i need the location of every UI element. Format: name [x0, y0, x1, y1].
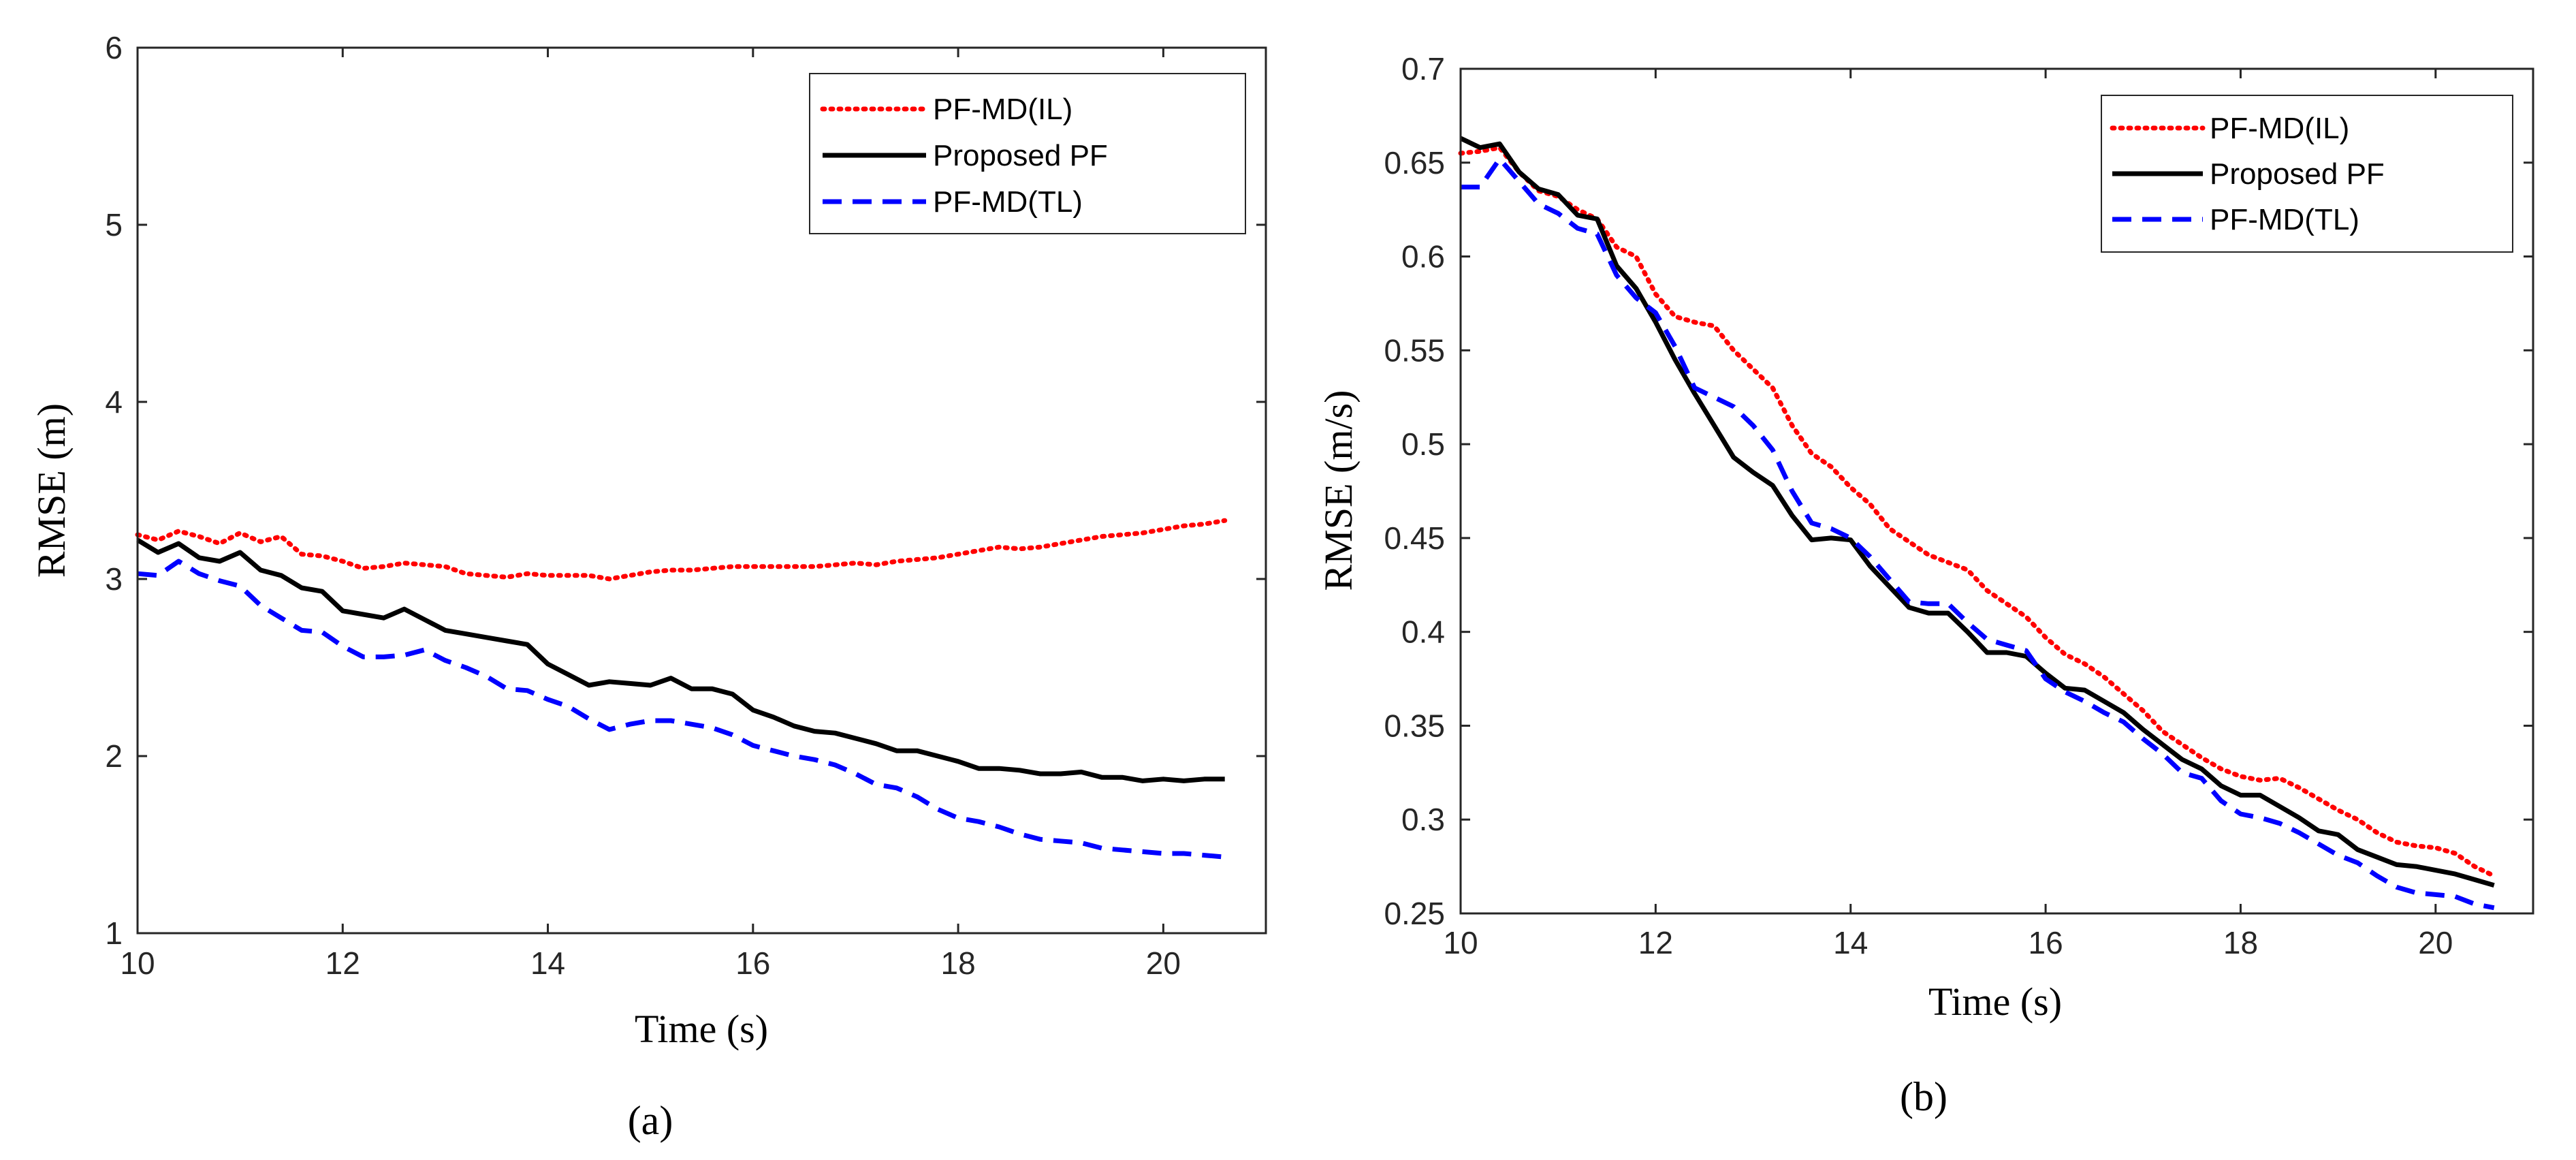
panel-b-y-tick-label: 0.45: [1384, 520, 1445, 556]
panel-b-x-tick-label: 20: [2418, 925, 2453, 960]
panel-a-legend: PF-MD(IL) Proposed PF PF-MD(TL): [809, 73, 1246, 234]
panel-b-x-tick-label: 16: [2029, 925, 2063, 960]
panel-a-y-axis-label: RMSE (m): [29, 403, 74, 578]
panel-a-x-tick-label: 18: [941, 945, 976, 981]
panel-b-series-proposed-pf-line: [1459, 136, 2495, 888]
panel-b-legend-label-tl: PF-MD(TL): [2210, 203, 2359, 236]
panel-a-y-tick-label: 6: [105, 30, 123, 65]
panel-b-y-tick-label: 0.35: [1384, 708, 1445, 743]
panel-b-y-tick-label: 0.6: [1401, 239, 1445, 275]
panel-a-x-tick-label: 12: [325, 945, 360, 981]
panel-b-y-tick-label: 0.55: [1384, 332, 1445, 368]
panel-a-x-tick-label: 20: [1146, 945, 1181, 981]
panel-b-y-tick-label: 0.4: [1401, 614, 1445, 650]
panel-a-y-tick-label: 2: [105, 738, 123, 774]
panel-a-x-tick-label: 16: [735, 945, 770, 981]
panel-a-series-pf-md-il-line: [135, 518, 1228, 582]
panel-a-legend-label-il: PF-MD(IL): [933, 93, 1072, 126]
panel-a-series-pf-md-tl-line: [137, 559, 1226, 860]
panel-a-y-tick-label: 5: [105, 207, 123, 242]
panel-b-y-tick-label: 0.7: [1401, 51, 1445, 87]
panel-a-plot-frame: [136, 46, 1267, 935]
panel-b-x-tick-label: 12: [1638, 925, 1673, 960]
panel-b-y-axis-label: RMSE (m/s): [1316, 390, 1361, 591]
panel-b-y-tick-label: 0.3: [1401, 802, 1445, 837]
panel-a-x-tick-label: 14: [530, 945, 565, 981]
panel-a-caption: (a): [628, 1098, 673, 1143]
panel-b-plot-frame: [1459, 67, 2534, 915]
panel-a-series-proposed-pf-line: [136, 537, 1225, 783]
panel-a-legend-label-tl: PF-MD(TL): [933, 185, 1083, 219]
panel-a-y-tick-label: 4: [105, 384, 123, 420]
panel-a-y-tick-label: 1: [105, 915, 123, 951]
panel-b-chart: 10 12 14 16 18 20 0.25 0.3 0.35 0.4 0.45 0.5 0.55 0.6…: [1316, 51, 2534, 1119]
panel-b-x-tick-label: 10: [1443, 925, 1478, 960]
panel-a-x-axis-label: Time (s): [635, 1007, 768, 1051]
panel-a-legend-label-proposed: Proposed PF: [933, 139, 1108, 172]
panel-b-x-tick-label: 18: [2223, 925, 2258, 960]
panel-b-legend-label-il: PF-MD(IL): [2210, 112, 2349, 145]
panel-b-y-tick-label: 0.65: [1384, 145, 1445, 181]
panel-b-legend: PF-MD(IL) Proposed PF PF-MD(TL): [2101, 95, 2513, 253]
panel-a-y-tick-label: 3: [105, 561, 123, 597]
panel-b-y-tick-label: 0.5: [1401, 426, 1445, 462]
panel-b-series-pf-md-il-line: [1458, 145, 2497, 879]
panel-b-y-tick-label: 0.25: [1384, 896, 1445, 931]
panel-b-x-tick-label: 14: [1833, 925, 1868, 960]
panel-b-legend-label-proposed: Proposed PF: [2210, 157, 2385, 191]
panel-b-caption: (b): [1900, 1074, 1947, 1119]
panel-a-x-tick-label: 10: [120, 945, 155, 981]
panel-b-series-pf-md-tl-line: [1461, 156, 2495, 911]
panel-b-x-axis-label: Time (s): [1928, 979, 2062, 1024]
